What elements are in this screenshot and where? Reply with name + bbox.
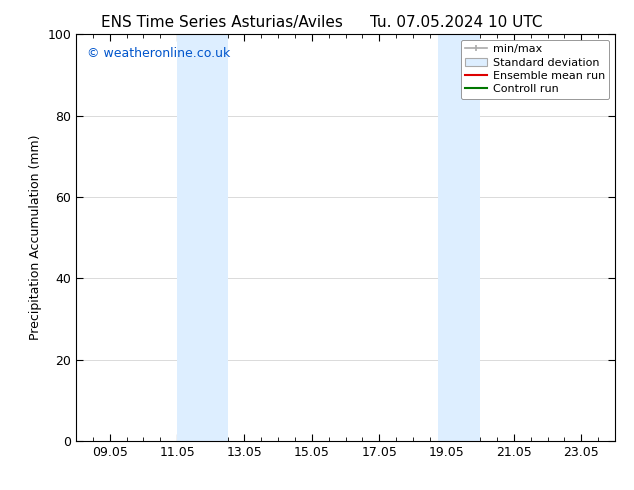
Text: © weatheronline.co.uk: © weatheronline.co.uk: [87, 47, 230, 59]
Text: Tu. 07.05.2024 10 UTC: Tu. 07.05.2024 10 UTC: [370, 15, 543, 30]
Bar: [438, 34, 481, 441]
Bar: [177, 34, 228, 441]
Legend: min/max, Standard deviation, Ensemble mean run, Controll run: min/max, Standard deviation, Ensemble me…: [460, 40, 609, 99]
Text: ENS Time Series Asturias/Aviles: ENS Time Series Asturias/Aviles: [101, 15, 343, 30]
Y-axis label: Precipitation Accumulation (mm): Precipitation Accumulation (mm): [29, 135, 42, 341]
